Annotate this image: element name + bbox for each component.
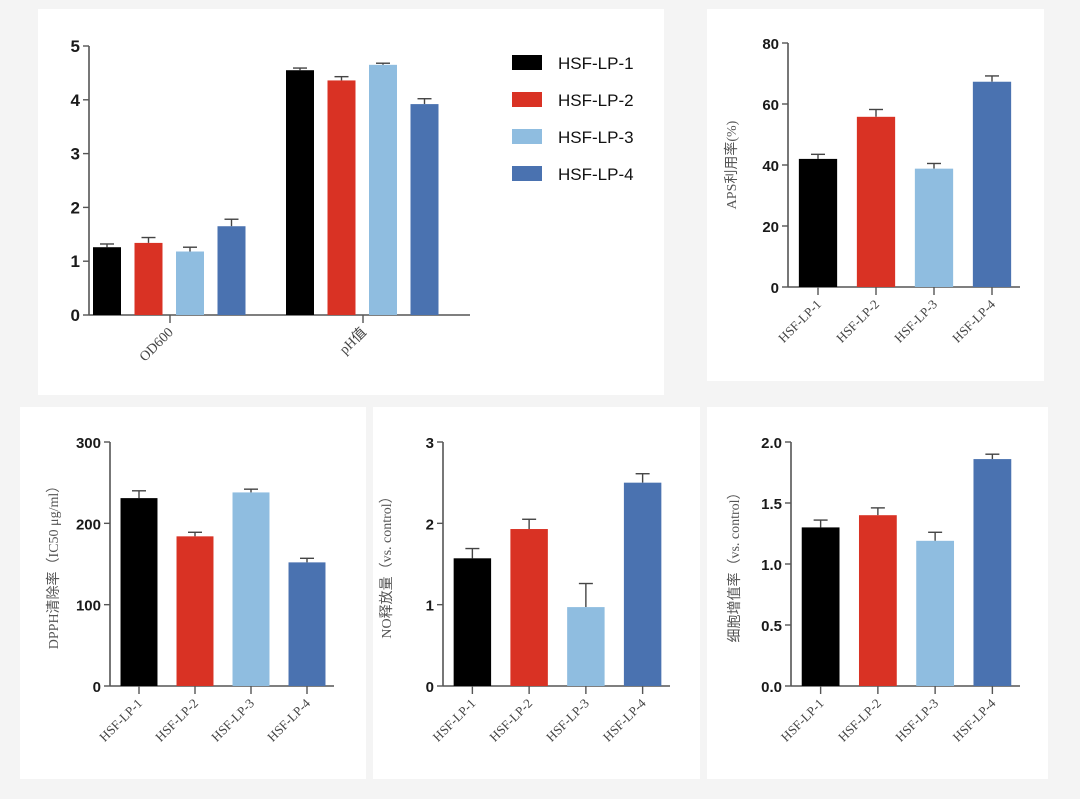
y-tick-label: 3	[426, 435, 434, 452]
bar	[93, 247, 121, 315]
y-axis-label: DPPH清除率（IC50 μg/ml）	[45, 479, 62, 649]
panel-dpph-scavenging: 0 100 200 300 DPPH清除率（IC50 μg/ml） HSF-LP-1 HSF…	[20, 407, 366, 779]
bar	[858, 515, 897, 686]
y-tick-label: 2	[71, 198, 80, 217]
y-tick-label: 4	[71, 91, 81, 110]
y-tick-label: 100	[76, 598, 101, 615]
panel-cell-proliferation: 0.0 0.5 1.0 1.5 2.0 细胞增值率（vs. control） HSF-LP-…	[707, 407, 1048, 779]
legend-label: HSF-LP-1	[558, 54, 634, 73]
y-tick-label: 300	[76, 435, 101, 452]
y-tick-label: 20	[762, 219, 779, 236]
chart-cell-proliferation: 0.0 0.5 1.0 1.5 2.0 细胞增值率（vs. control） HSF-LP-…	[726, 435, 1020, 745]
bar	[120, 498, 158, 686]
legend-swatch	[512, 55, 542, 70]
y-tick-label: 1.5	[761, 496, 782, 513]
legend-swatch	[512, 129, 542, 144]
bar	[410, 104, 439, 315]
legend-label: HSF-LP-2	[558, 91, 634, 110]
x-tick-label: HSF-LP-4	[949, 296, 998, 345]
x-tick-label: HSF-LP-1	[96, 696, 145, 745]
bar	[623, 482, 662, 686]
y-tick-label: 0.0	[761, 679, 782, 696]
chart-growth-ph: 0 1 2 3 4 5 OD600 pH值 HSF-LP-1 HSF-LP-2 HSF-LP-3 HS…	[71, 37, 634, 365]
y-tick-label: 2.0	[761, 435, 782, 452]
bar	[510, 529, 548, 686]
bar	[176, 536, 214, 686]
legend-label: HSF-LP-3	[558, 128, 634, 147]
bar	[856, 116, 896, 287]
y-tick-label: 0	[771, 280, 779, 297]
bar	[914, 168, 954, 287]
bar	[288, 562, 326, 686]
y-tick-label: 3	[71, 145, 80, 164]
y-tick-label: 1.0	[761, 557, 782, 574]
bar	[453, 558, 492, 686]
y-tick-label: 1	[71, 252, 80, 271]
y-axis-label: 细胞增值率（vs. control）	[726, 485, 743, 642]
x-tick-label: HSF-LP-1	[430, 696, 479, 745]
x-tick-label: OD600	[137, 325, 177, 365]
x-tick-label: HSF-LP-2	[486, 696, 535, 745]
bar	[972, 81, 1012, 287]
bar	[369, 64, 397, 315]
x-tick-label: HSF-LP-1	[775, 297, 824, 346]
y-tick-label: 200	[76, 516, 101, 533]
panel-no-release: 0 1 2 3 NO释放量（vs. control） HSF-LP-1 HSF-LP-2 HS…	[373, 407, 700, 779]
bar	[801, 527, 840, 686]
bar	[217, 226, 246, 315]
x-tick-label: HSF-LP-3	[208, 696, 257, 745]
y-axis-label: APS利用率(%)	[723, 120, 740, 209]
y-tick-label: 0.5	[761, 618, 782, 635]
x-tick-label: HSF-LP-3	[891, 297, 940, 346]
bar	[567, 607, 605, 686]
bar	[176, 251, 204, 315]
bar	[134, 242, 163, 315]
panel-aps-utilization: 0 20 40 60 80 APS利用率(%) HSF-LP-1 HSF-LP-2 HSF-LP…	[707, 9, 1044, 381]
y-tick-label: 0	[93, 679, 101, 696]
x-tick-label: HSF-LP-1	[778, 696, 827, 745]
y-axis-label: NO释放量（vs. control）	[379, 489, 395, 638]
x-tick-label: pH值	[337, 325, 370, 358]
legend-swatch	[512, 92, 542, 107]
bar	[973, 459, 1012, 686]
x-tick-label: HSF-LP-4	[264, 695, 313, 744]
legend-swatch	[512, 166, 542, 181]
legend-label: HSF-LP-4	[558, 165, 634, 184]
bar	[232, 492, 270, 686]
y-tick-label: 1	[426, 598, 434, 615]
bar	[916, 540, 955, 686]
x-tick-label: HSF-LP-3	[543, 696, 592, 745]
y-tick-label: 60	[762, 97, 779, 114]
x-tick-label: HSF-LP-2	[833, 297, 882, 346]
y-tick-label: 0	[426, 679, 434, 696]
y-tick-label: 2	[426, 516, 434, 533]
x-tick-label: HSF-LP-4	[950, 695, 999, 744]
bar	[327, 80, 356, 315]
panel-growth-ph: 0 1 2 3 4 5 OD600 pH值 HSF-LP-1 HSF-LP-2 HSF-LP-3 HS…	[38, 9, 664, 395]
y-tick-label: 0	[71, 306, 80, 325]
y-tick-label: 5	[71, 37, 80, 56]
y-tick-label: 80	[762, 36, 779, 53]
y-tick-label: 40	[762, 158, 779, 175]
x-tick-label: HSF-LP-2	[152, 696, 201, 745]
x-tick-label: HSF-LP-2	[835, 696, 884, 745]
bar	[286, 70, 314, 316]
x-tick-label: HSF-LP-4	[600, 695, 649, 744]
x-tick-label: HSF-LP-3	[892, 696, 941, 745]
bar	[798, 158, 838, 287]
